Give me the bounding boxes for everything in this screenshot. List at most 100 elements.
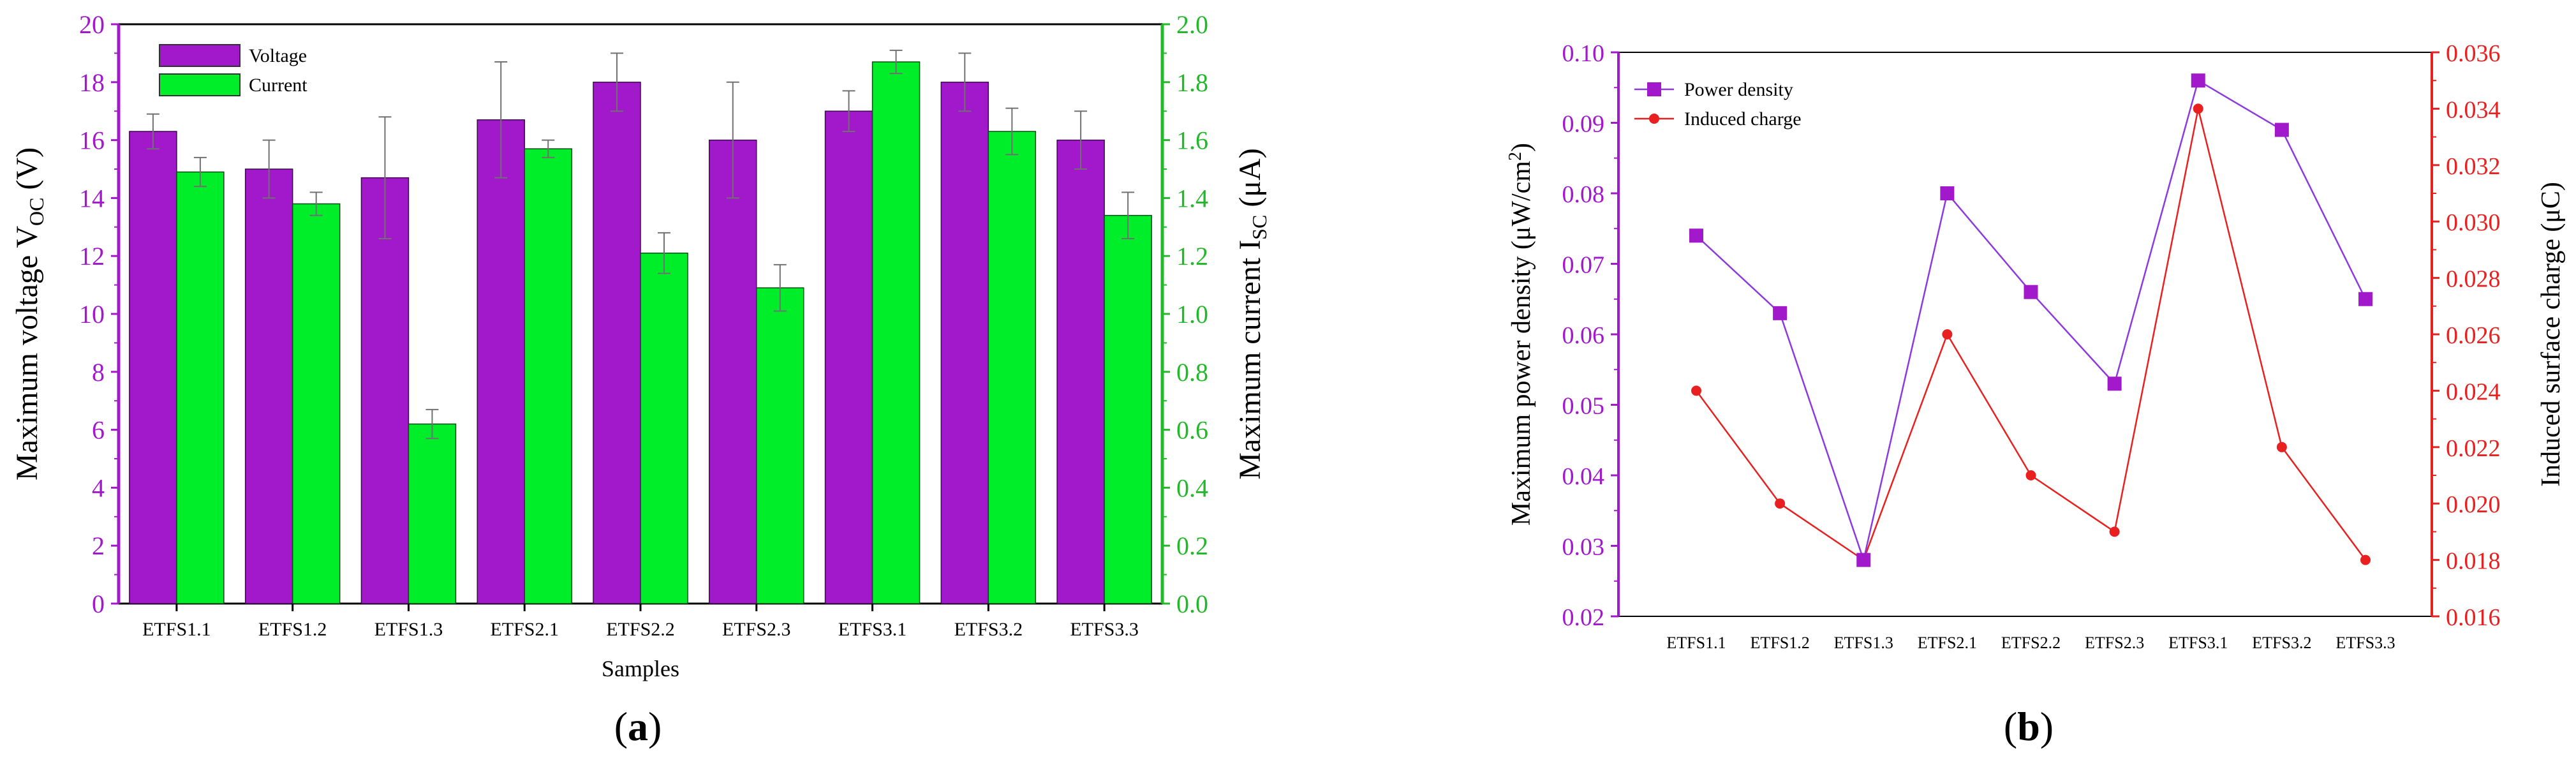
x-tick-label: ETFS2.2 <box>2001 634 2061 652</box>
right-y-tick-label: 1.6 <box>1176 126 1208 155</box>
panel-label-a-letter: a <box>628 704 648 749</box>
right-y-tick-label: 0.022 <box>2446 435 2501 462</box>
point-induced-charge-ETFS3.2 <box>2276 442 2287 452</box>
panel-label-b-close: ) <box>2040 704 2054 749</box>
x-tick-label: ETFS1.2 <box>1751 634 1810 652</box>
left-y-tick-label: 12 <box>79 242 105 271</box>
legend-label-power-density: Power density <box>1684 79 1793 100</box>
point-power-density-ETFS2.3 <box>2107 376 2122 391</box>
bar-voltage-ETFS1.3 <box>360 177 410 604</box>
bar-voltage-ETFS1.2 <box>244 168 293 604</box>
right-y-tick-label: 0.032 <box>2446 153 2501 180</box>
left-y-axis-title-sup: 2 <box>1506 152 1525 161</box>
point-induced-charge-ETFS3.3 <box>2360 554 2371 565</box>
left-y-axis-title: Maximum power density (μW/cm2) <box>1506 143 1536 526</box>
point-induced-charge-ETFS1.2 <box>1775 498 1786 509</box>
point-power-density-ETFS2.1 <box>1940 186 1955 200</box>
point-power-density-ETFS1.3 <box>1856 553 1871 567</box>
right-y-tick-label: 0.024 <box>2446 378 2501 405</box>
panel-label-b-letter: b <box>2017 704 2040 749</box>
x-tick-label: ETFS3.1 <box>838 619 907 640</box>
point-induced-charge-ETFS1.1 <box>1691 385 1701 396</box>
left-y-tick-label: 0.08 <box>1562 181 1605 208</box>
panel-b-chart: 0.02 0.03 0.04 0.05 0.06 0.07 0.08 0.09 0.10 0.01… <box>1506 40 2566 749</box>
x-tick-label: ETFS3.3 <box>2335 634 2395 652</box>
right-y-tick-label: 2.0 <box>1176 10 1208 39</box>
point-power-density-ETFS1.1 <box>1689 228 1703 243</box>
right-y-tick-label: 0.036 <box>2446 40 2501 67</box>
panel-label-a-close: ) <box>648 704 662 749</box>
bar-current-ETFS3.1 <box>871 61 921 604</box>
right-y-axis-title: Maximum current ISC (μA) <box>1233 148 1271 479</box>
left-y-axis-title-sub: OC <box>25 198 48 226</box>
right-y-tick-label: 0.026 <box>2446 322 2501 349</box>
right-y-tick-label: 0.028 <box>2446 266 2501 293</box>
left-y-tick-label: 0.07 <box>1562 252 1605 279</box>
right-y-tick-label: 0.016 <box>2446 604 2501 631</box>
left-y-tick-label: 10 <box>79 300 105 329</box>
legend-label-induced-charge: Induced charge <box>1684 108 1802 130</box>
left-y-tick-label: 0.09 <box>1562 111 1605 138</box>
point-induced-charge-ETFS2.3 <box>2109 526 2120 537</box>
point-power-density-ETFS1.2 <box>1773 306 1788 320</box>
left-y-tick-label: 0 <box>92 590 105 618</box>
left-y-axis-title: Maximum voltage VOC (V) <box>10 147 48 480</box>
bar-voltage-ETFS2.1 <box>477 119 525 604</box>
x-tick-label: ETFS2.3 <box>722 619 791 640</box>
legend-marker-power-density <box>1647 82 1661 96</box>
bar-current-ETFS2.1 <box>524 148 572 604</box>
right-y-tick-label: 0.4 <box>1176 473 1208 502</box>
panel-label-b: (b) <box>2004 704 2054 749</box>
x-tick-label: ETFS3.1 <box>2168 634 2228 652</box>
right-y-axis-title: Induced surface charge (μC) <box>2536 182 2566 487</box>
left-y-tick-label: 14 <box>79 184 105 212</box>
right-y-tick-label: 0.034 <box>2446 96 2501 123</box>
bar-voltage-ETFS3.3 <box>1056 139 1105 604</box>
point-induced-charge-ETFS2.1 <box>1942 329 1953 339</box>
right-y-tick-label: 0.018 <box>2446 548 2501 575</box>
left-y-tick-label: 16 <box>79 126 105 155</box>
x-tick-label: ETFS1.3 <box>1834 634 1893 652</box>
point-induced-charge-ETFS3.1 <box>2193 103 2203 114</box>
panel-label-a: (a) <box>614 704 662 749</box>
x-tick-label: ETFS1.3 <box>374 619 443 640</box>
bar-voltage-ETFS2.3 <box>709 139 757 604</box>
right-y-tick-label: 0.0 <box>1176 590 1208 618</box>
x-tick-label: ETFS2.1 <box>1918 634 1977 652</box>
legend-label-current: Current <box>249 75 307 96</box>
left-y-tick-label: 6 <box>92 416 105 445</box>
panel-label-b-open: ( <box>2004 704 2017 749</box>
x-tick-label: ETFS1.2 <box>258 619 327 640</box>
right-y-tick-label: 0.030 <box>2446 209 2501 236</box>
left-y-tick-label: 0.04 <box>1562 463 1605 490</box>
point-power-density-ETFS3.1 <box>2191 73 2205 88</box>
legend-swatch-current <box>159 73 241 96</box>
x-tick-label: ETFS3.2 <box>954 619 1023 640</box>
point-power-density-ETFS2.2 <box>2024 285 2038 299</box>
left-y-axis-title-unit: ) <box>1507 143 1536 152</box>
bar-current-ETFS1.3 <box>408 423 457 604</box>
x-tick-label: ETFS1.1 <box>1666 634 1726 652</box>
right-y-tick-label: 1.4 <box>1176 184 1208 212</box>
left-y-tick-label: 8 <box>92 358 105 387</box>
bar-current-ETFS2.3 <box>756 287 804 604</box>
bar-voltage-ETFS3.2 <box>940 82 989 604</box>
bar-current-ETFS3.3 <box>1104 214 1152 604</box>
x-tick-label: ETFS2.1 <box>490 619 559 640</box>
x-tick-label: ETFS3.3 <box>1070 619 1139 640</box>
left-y-tick-label: 0.10 <box>1562 40 1605 67</box>
right-y-tick-label: 0.2 <box>1176 531 1208 560</box>
bar-voltage-ETFS2.2 <box>593 82 641 604</box>
x-tick-label: ETFS1.1 <box>142 619 211 640</box>
right-y-tick-label: 1.0 <box>1176 300 1208 329</box>
panel-label-a-open: ( <box>614 704 628 749</box>
right-y-axis-title-main: Maximum current I <box>1233 240 1267 480</box>
right-y-tick-label: 0.020 <box>2446 491 2501 518</box>
right-y-axis-title-unit: (μA) <box>1233 148 1267 214</box>
bar-current-ETFS2.2 <box>640 252 688 604</box>
right-y-tick-label: 1.2 <box>1176 242 1208 271</box>
point-induced-charge-ETFS2.2 <box>2025 470 2036 480</box>
left-y-tick-label: 0.03 <box>1562 534 1605 561</box>
